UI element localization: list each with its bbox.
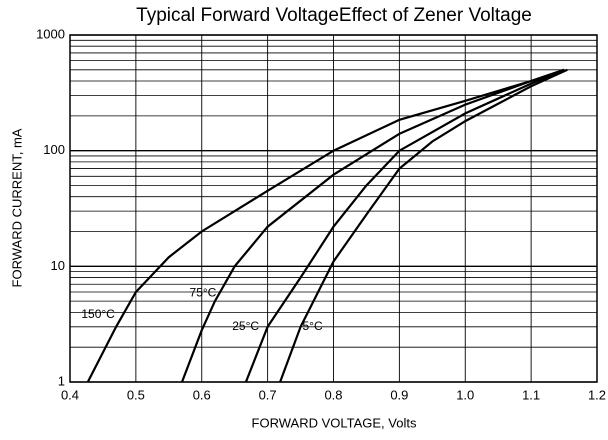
series-label: 75°C <box>190 285 217 299</box>
series-line <box>279 68 568 383</box>
x-tick-label: 1.2 <box>588 387 606 402</box>
x-axis-label: FORWARD VOLTAGE, Volts <box>252 415 417 430</box>
series-line <box>244 68 565 383</box>
y-tick-label: 1 <box>58 373 65 388</box>
x-tick-label: 0.5 <box>127 387 145 402</box>
x-tick-label: 0.8 <box>324 387 342 402</box>
plot-frame <box>69 34 598 383</box>
chart-title: Typical Forward VoltageEffect of Zener V… <box>136 5 532 26</box>
x-tick-label: 0.4 <box>61 387 79 402</box>
series-label: 150°C <box>81 307 115 321</box>
x-tick-label: 0.6 <box>193 387 211 402</box>
series-label: 25°C <box>232 319 259 333</box>
y-tick-label: 10 <box>51 258 65 273</box>
series-label: 5°C <box>302 319 322 333</box>
x-tick-label: 1.0 <box>456 387 474 402</box>
x-tick-label: 0.9 <box>390 387 408 402</box>
series-line <box>180 68 565 383</box>
series-line <box>86 68 565 383</box>
y-tick-label: 1000 <box>36 26 65 41</box>
y-tick-label: 100 <box>43 142 65 157</box>
x-tick-label: 0.7 <box>259 387 277 402</box>
x-tick-label: 1.1 <box>522 387 540 402</box>
y-axis-label: FORWARD CURRENT, mA <box>9 128 24 287</box>
